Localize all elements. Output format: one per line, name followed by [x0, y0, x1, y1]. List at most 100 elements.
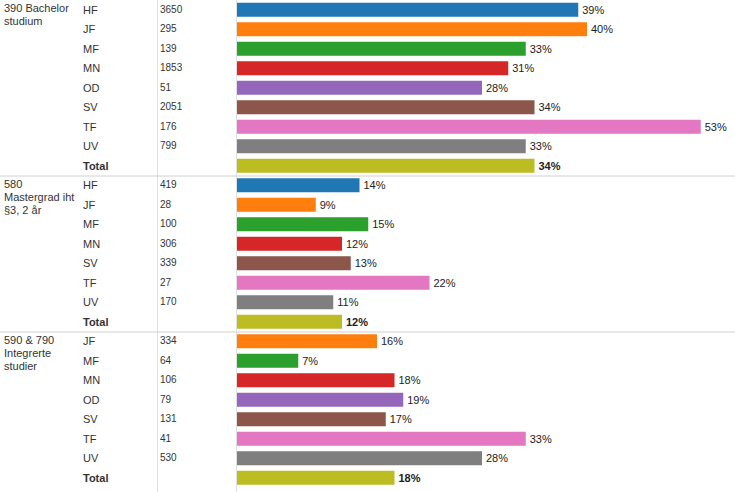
- count-label: 176: [160, 121, 177, 132]
- data-label: 11%: [337, 296, 358, 308]
- data-label: 34%: [539, 101, 561, 113]
- bar: [237, 412, 386, 426]
- category-label: JF: [83, 23, 96, 35]
- bar: [237, 159, 535, 173]
- bar: [237, 198, 316, 212]
- data-label: 7%: [302, 355, 318, 367]
- category-label: MN: [83, 62, 100, 74]
- category-label: Total: [83, 316, 108, 328]
- data-label: 13%: [355, 257, 377, 269]
- bar: [237, 451, 482, 465]
- category-label: OD: [83, 394, 100, 406]
- count-label: 139: [160, 43, 177, 54]
- panel: 390 Bachelorstudium HF 3650 39% JF 295 40% MF 13…: [4, 2, 727, 173]
- count-label: 419: [160, 179, 177, 190]
- bar: [237, 139, 526, 153]
- bar: [237, 315, 342, 329]
- chart: 390 Bachelorstudium HF 3650 39% JF 295 40% MF 13…: [0, 0, 735, 492]
- category-label: JF: [83, 199, 96, 211]
- count-label: 295: [160, 23, 177, 34]
- count-label: 799: [160, 140, 177, 151]
- count-label: 100: [160, 218, 177, 229]
- category-label: SV: [83, 413, 98, 425]
- bar: [237, 81, 482, 95]
- panel-divider: [0, 176, 735, 177]
- count-label: 3650: [160, 4, 183, 15]
- data-label: 12%: [346, 238, 368, 250]
- data-label: 15%: [372, 218, 394, 230]
- column-divider: [236, 0, 237, 492]
- category-label: TF: [83, 433, 97, 445]
- bars: [237, 3, 701, 173]
- category-label: SV: [83, 257, 98, 269]
- category-label: MN: [83, 374, 100, 386]
- bar: [237, 432, 526, 446]
- bar: [237, 393, 403, 407]
- category-label: MF: [83, 43, 99, 55]
- category-label: UV: [83, 452, 99, 464]
- data-label: 18%: [399, 472, 421, 484]
- count-label: 64: [160, 355, 172, 366]
- count-label: 170: [160, 296, 177, 307]
- category-label: MF: [83, 218, 99, 230]
- panel: 590 & 790IntegrertestudierJF33416%MF647%…: [0, 332, 735, 485]
- count-label: 106: [160, 374, 177, 385]
- count-label: 306: [160, 238, 177, 249]
- data-label: 19%: [407, 394, 429, 406]
- category-label: UV: [83, 296, 99, 308]
- panel-title: 580Mastergrad iht§3, 2 år: [4, 178, 74, 216]
- count-label: 131: [160, 413, 177, 424]
- data-label: 53%: [705, 121, 727, 133]
- column-divider: [157, 0, 158, 492]
- category-label: Total: [83, 472, 108, 484]
- count-label: 41: [160, 433, 172, 444]
- data-label: 28%: [486, 452, 508, 464]
- category-label: TF: [83, 277, 97, 289]
- data-label: 12%: [346, 316, 368, 328]
- data-label: 40%: [591, 23, 613, 35]
- bar: [237, 178, 360, 192]
- bars: [237, 178, 430, 329]
- panel: 580Mastergrad iht§3, 2 årHF41914%JF289%M…: [0, 176, 735, 329]
- bars: [237, 334, 526, 485]
- data-label: 33%: [530, 433, 552, 445]
- data-label: 22%: [434, 277, 456, 289]
- category-label: MN: [83, 238, 100, 250]
- category-label: HF: [83, 4, 98, 16]
- data-label: 28%: [486, 82, 508, 94]
- bar: [237, 22, 587, 36]
- panel-title: 390 Bachelorstudium: [4, 2, 69, 27]
- data-label: 17%: [390, 413, 412, 425]
- bar: [237, 237, 342, 251]
- bar: [237, 373, 395, 387]
- bar: [237, 217, 368, 231]
- data-label: 16%: [381, 335, 403, 347]
- count-label: 51: [160, 82, 172, 93]
- category-label: JF: [83, 335, 96, 347]
- category-label: UV: [83, 140, 99, 152]
- bar: [237, 295, 333, 309]
- category-label: HF: [83, 179, 98, 191]
- panel-divider: [0, 332, 735, 333]
- count-label: 79: [160, 394, 172, 405]
- count-label: 2051: [160, 101, 183, 112]
- bar: [237, 471, 395, 485]
- bar: [237, 276, 430, 290]
- data-label: 14%: [364, 179, 386, 191]
- data-label: 9%: [320, 199, 336, 211]
- category-label: SV: [83, 101, 98, 113]
- category-label: MF: [83, 355, 99, 367]
- bar: [237, 334, 377, 348]
- data-label: 39%: [582, 4, 604, 16]
- bar: [237, 100, 535, 114]
- panel-title: 590 & 790Integrertestudier: [4, 334, 54, 372]
- bar: [237, 61, 508, 75]
- count-label: 530: [160, 452, 177, 463]
- count-label: 27: [160, 277, 172, 288]
- bar: [237, 256, 351, 270]
- count-label: 1853: [160, 62, 183, 73]
- data-label: 33%: [530, 43, 552, 55]
- data-label: 18%: [399, 374, 421, 386]
- data-label: 33%: [530, 140, 552, 152]
- count-label: 339: [160, 257, 177, 268]
